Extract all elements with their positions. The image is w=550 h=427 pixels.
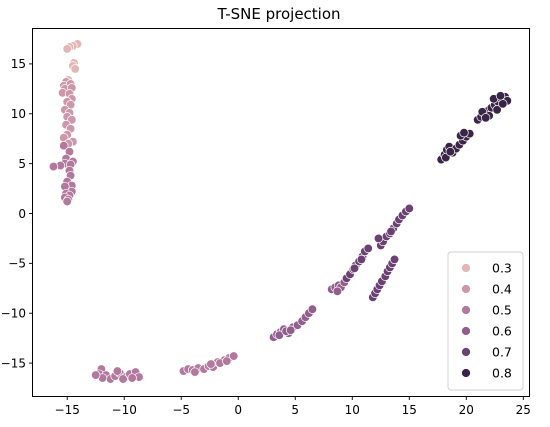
data-point bbox=[112, 366, 123, 376]
data-point bbox=[190, 367, 200, 377]
data-point bbox=[48, 161, 59, 172]
legend-label: 0.4 bbox=[492, 282, 512, 297]
legend: 0.3 0.4 0.5 0.6 0.7 0.8 bbox=[447, 251, 524, 391]
data-point bbox=[222, 356, 232, 366]
data-point bbox=[59, 141, 69, 151]
y-tick-label: −15 bbox=[1, 356, 26, 370]
x-tick-label: −15 bbox=[55, 403, 80, 417]
legend-label: 0.6 bbox=[492, 324, 512, 339]
legend-label: 0.3 bbox=[492, 261, 512, 276]
series-0.6 bbox=[268, 277, 349, 342]
data-point bbox=[363, 243, 373, 254]
x-axis: −15 −10 −5 0 5 10 15 20 25 bbox=[55, 396, 531, 417]
y-tick-label: 5 bbox=[18, 157, 26, 171]
x-tick-label: −10 bbox=[112, 403, 137, 417]
x-tick-label: 0 bbox=[234, 403, 242, 417]
data-point bbox=[307, 304, 318, 314]
x-tick-label: 25 bbox=[516, 403, 531, 417]
legend-label: 0.5 bbox=[492, 303, 512, 318]
data-point bbox=[498, 99, 508, 109]
data-point bbox=[62, 196, 72, 207]
data-point bbox=[62, 44, 72, 54]
y-tick-label: −5 bbox=[8, 257, 26, 271]
y-tick-label: 15 bbox=[11, 57, 26, 71]
x-tick-label: 15 bbox=[402, 403, 417, 417]
data-point bbox=[70, 64, 80, 74]
legend-label: 0.7 bbox=[492, 345, 512, 360]
data-point bbox=[118, 374, 128, 384]
data-point bbox=[495, 91, 506, 101]
data-point bbox=[459, 128, 469, 138]
data-point bbox=[404, 203, 414, 214]
y-tick-label: −10 bbox=[1, 307, 26, 321]
chart-title: T-SNE projection bbox=[216, 5, 340, 23]
data-point bbox=[274, 330, 284, 340]
data-point bbox=[373, 233, 384, 244]
legend-marker bbox=[461, 284, 471, 294]
data-point bbox=[386, 226, 396, 237]
legend-label: 0.8 bbox=[492, 366, 512, 381]
data-point bbox=[206, 359, 216, 369]
data-point bbox=[389, 254, 400, 265]
y-tick-label: 10 bbox=[11, 107, 26, 121]
data-point bbox=[445, 147, 455, 157]
series-0.7 bbox=[341, 203, 414, 302]
plot-frame bbox=[32, 28, 530, 397]
data-point bbox=[356, 254, 367, 265]
series-0.4 bbox=[57, 77, 78, 149]
series-0.8 bbox=[436, 91, 512, 165]
x-tick-label: 20 bbox=[459, 403, 474, 417]
data-point bbox=[91, 370, 101, 380]
data-point bbox=[332, 286, 343, 296]
data-point bbox=[286, 325, 296, 335]
x-tick-label: −5 bbox=[172, 403, 190, 417]
data-point bbox=[481, 113, 491, 123]
data-point bbox=[349, 263, 360, 273]
data-point bbox=[127, 373, 137, 383]
data-point bbox=[492, 105, 502, 115]
data-point bbox=[229, 351, 239, 361]
x-tick-label: 10 bbox=[345, 403, 360, 417]
legend-marker bbox=[461, 305, 471, 315]
x-tick-label: 5 bbox=[291, 403, 299, 417]
legend-marker bbox=[461, 263, 471, 273]
points-layer bbox=[48, 39, 512, 384]
legend-marker bbox=[461, 368, 471, 378]
legend-marker bbox=[461, 326, 471, 336]
y-tick-label: 0 bbox=[18, 207, 26, 221]
series-0.5 bbox=[48, 141, 239, 384]
legend-marker bbox=[461, 347, 471, 357]
y-axis: −15 −10 −5 0 5 10 15 bbox=[1, 57, 33, 370]
